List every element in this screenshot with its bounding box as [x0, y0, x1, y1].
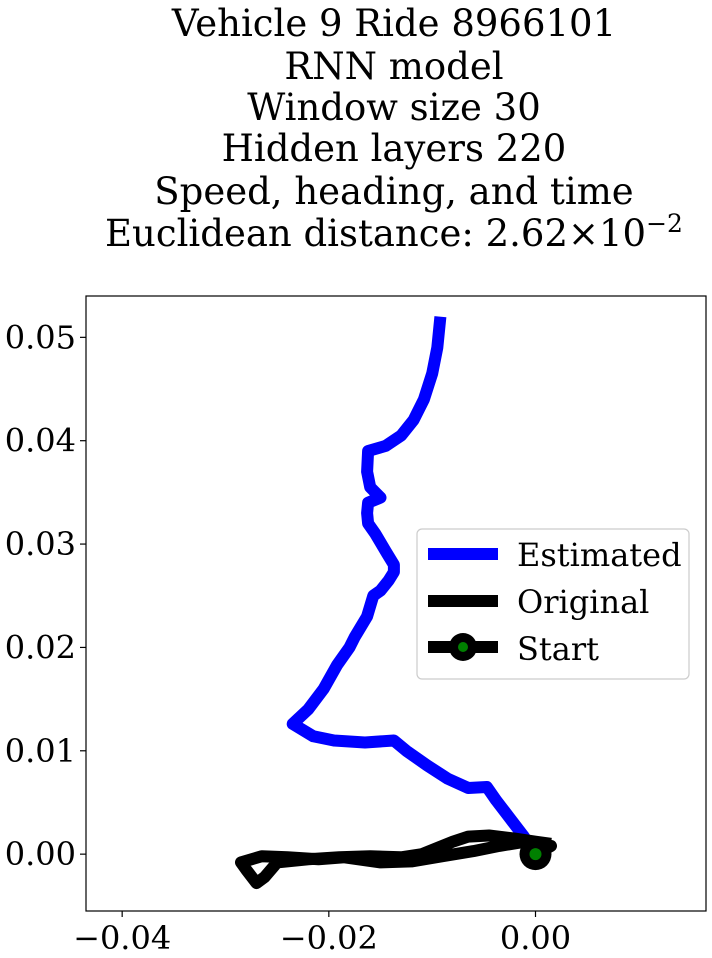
start-layer	[519, 838, 552, 871]
y-axis: 0.00 0.01 0.02 0.03 0.04 0.05	[5, 318, 86, 873]
y-tick-label: 0.01	[5, 732, 76, 770]
legend-label-start: Start	[517, 630, 599, 668]
y-tick-label: 0.04	[5, 422, 76, 460]
legend-swatch-start-dot	[458, 642, 468, 652]
legend: Estimated Original Start	[416, 528, 690, 680]
legend-label-original: Original	[517, 583, 649, 621]
distance-exponent: −2	[646, 209, 683, 238]
distance-mantissa: 2.62	[486, 212, 568, 255]
distance-prefix: Euclidean distance:	[105, 212, 486, 255]
x-tick-label: 0.00	[500, 919, 571, 957]
title-line-5: Speed, heading, and time	[154, 170, 633, 213]
y-tick-label: 0.05	[5, 318, 76, 356]
x-axis: −0.04 −0.02 0.00	[73, 911, 571, 957]
title-line-2: RNN model	[284, 45, 503, 88]
x-tick-label: −0.04	[73, 919, 171, 957]
x-tick-label: −0.02	[280, 919, 378, 957]
start-marker-center	[529, 848, 542, 861]
series-line-original	[235, 829, 557, 890]
distance-times: ×10	[568, 212, 646, 255]
title-line-4: Hidden layers 220	[222, 127, 567, 170]
y-tick-label: 0.02	[5, 628, 76, 666]
legend-label-estimated: Estimated	[517, 536, 682, 574]
title-line-1: Vehicle 9 Ride 8966101	[171, 2, 616, 45]
plot-frame	[85, 295, 707, 912]
chart-title: Vehicle 9 Ride 8966101 RNN model Window …	[105, 2, 683, 255]
series-line-estimated	[286, 316, 541, 858]
title-line-3: Window size 30	[247, 86, 541, 129]
y-tick-label: 0.00	[5, 835, 76, 873]
y-tick-label: 0.03	[5, 525, 76, 563]
series-layer	[235, 316, 557, 890]
title-line-6: Euclidean distance: 2.62×10−2	[105, 209, 683, 255]
